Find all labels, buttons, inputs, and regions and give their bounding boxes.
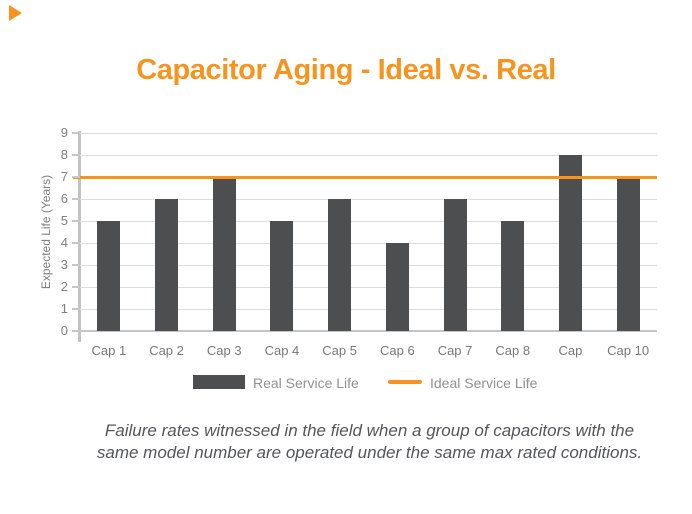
corner-triangle-icon [9,5,22,21]
y-tick-mark-5 [72,220,80,222]
bar-7 [443,199,467,331]
y-tick-label-9: 9 [60,125,68,140]
caption-line-2: same model number are operated under the… [96,443,643,462]
y-tick-mark-4 [72,242,80,244]
x-tick-label-10: Cap 10 [607,343,650,358]
chart-legend: Real Service Life Ideal Service Life [0,374,692,391]
x-tick-label-5: Cap 5 [322,343,357,358]
gridline-y4 [80,242,657,244]
bar-2 [155,199,179,331]
x-tick-label-2: Cap 2 [149,343,184,358]
bar-5 [328,199,352,331]
y-tick-label-8: 8 [60,147,68,162]
x-tick-label-9: Cap [558,343,583,358]
y-tick-label-5: 5 [60,213,68,228]
y-tick-label-4: 4 [60,235,68,250]
x-tick-label-8: Cap 8 [495,343,531,358]
y-tick-label-0: 0 [60,323,68,338]
page-title: Capacitor Aging - Ideal vs. Real [136,54,556,86]
gridline-y9 [80,132,657,134]
bar-10 [616,177,640,331]
bar-8 [501,221,525,331]
legend-swatch-ideal [388,380,422,384]
bar-1 [97,221,121,331]
bar-9 [558,155,582,331]
y-axis-line [78,131,81,342]
gridline-y0 [80,330,657,332]
y-tick-mark-6 [72,198,80,200]
y-tick-mark-1 [72,308,80,310]
y-tick-mark-7 [72,176,80,178]
y-tick-mark-9 [72,132,80,134]
gridline-y2 [80,286,657,288]
legend-label-ideal: Ideal Service Life [430,375,538,391]
bar-6 [385,243,409,331]
gridline-y5 [80,220,657,222]
gridline-y1 [80,308,657,310]
caption-line-1: Failure rates witnessed in the field whe… [104,421,635,440]
legend-swatch-real [193,375,245,389]
y-tick-label-6: 6 [60,191,68,206]
y-tick-mark-3 [72,264,80,266]
y-tick-mark-2 [72,286,80,288]
legend-label-real: Real Service Life [253,375,359,391]
ideal-service-life-line [73,175,657,179]
bar-4 [270,221,294,331]
y-tick-label-7: 7 [60,169,68,184]
y-tick-mark-8 [72,154,80,156]
y-tick-label-1: 1 [60,301,68,316]
gridline-y6 [80,198,657,200]
x-tick-label-6: Cap 6 [379,343,415,358]
y-tick-label-2: 2 [60,279,68,294]
x-tick-label-1: Cap 1 [91,343,127,358]
gridline-y3 [80,264,657,266]
plot-area [80,132,657,332]
x-tick-label-7: Cap 7 [437,343,473,358]
x-tick-label-4: Cap 4 [264,343,300,358]
x-tick-label-3: Cap 3 [206,343,242,358]
y-tick-label-3: 3 [60,257,68,272]
caption: Failure rates witnessed in the field whe… [0,420,692,464]
gridline-y8 [80,154,657,156]
bar-3 [212,177,236,331]
y-tick-mark-0 [72,330,80,332]
